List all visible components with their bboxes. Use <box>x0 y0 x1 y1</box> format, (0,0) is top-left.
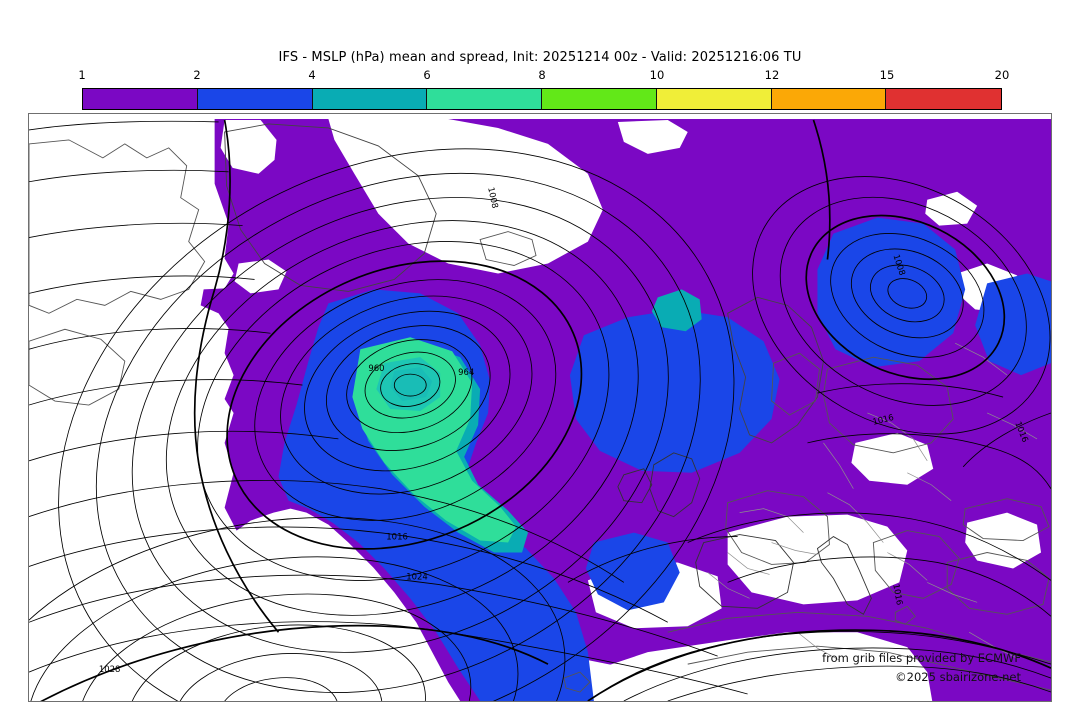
colorbar-segment-12-15 <box>771 89 887 109</box>
colorbar-tick-2: 2 <box>193 68 201 82</box>
colorbar-tick-8: 8 <box>538 68 546 82</box>
colorbar-tick-12: 12 <box>764 68 780 82</box>
isobar-label-1016-se: 1016 <box>891 583 905 606</box>
colorbar-tick-6: 6 <box>423 68 431 82</box>
isobar-bold-layer <box>40 119 1051 701</box>
isobar-layer <box>29 120 1051 701</box>
colorbar-segment-6-8 <box>427 89 542 109</box>
colorbar-tick-10: 10 <box>649 68 665 82</box>
isobar-label-1024: 1024 <box>406 571 428 581</box>
colorbar-legend: 1 2 4 6 8 10 12 15 20 <box>78 68 1009 110</box>
isobar-label-1016: 1016 <box>386 532 408 542</box>
country-border-layer <box>707 342 1038 661</box>
isobar-label-1028: 1028 <box>99 664 121 674</box>
grib-credit: from grib files provided by ECMWF <box>822 651 1021 665</box>
spread-shading-layer <box>200 118 1051 701</box>
weather-map-plot: 1016 1024 1008 1016 1008 1016 1016 1028 … <box>28 113 1052 702</box>
colorbar-segment-2-4 <box>197 89 313 109</box>
isobar-label-964: 964 <box>458 367 474 377</box>
colorbar-segment-15-20 <box>886 89 1001 109</box>
isobar-label-960: 960 <box>368 363 384 373</box>
colorbar-segment-10-12 <box>656 89 772 109</box>
colorbar-tick-4: 4 <box>308 68 316 82</box>
colorbar-segment-8-10 <box>542 89 657 109</box>
map-canvas: 1016 1024 1008 1016 1008 1016 1016 1028 … <box>29 118 1051 701</box>
colorbar-tick-20: 20 <box>994 68 1010 82</box>
page-title: IFS - MSLP (hPa) mean and spread, Init: … <box>278 50 802 65</box>
isobar-label-1008-nw: 1008 <box>486 186 500 209</box>
colorbar-gradient <box>82 88 1002 110</box>
colorbar-tick-15: 15 <box>879 68 895 82</box>
copyright-credit: ©2025 sbairizone.net <box>895 670 1021 684</box>
colorbar-segment-1-2 <box>83 89 198 109</box>
colorbar-tick-1: 1 <box>78 68 86 82</box>
colorbar-segment-4-6 <box>312 89 428 109</box>
